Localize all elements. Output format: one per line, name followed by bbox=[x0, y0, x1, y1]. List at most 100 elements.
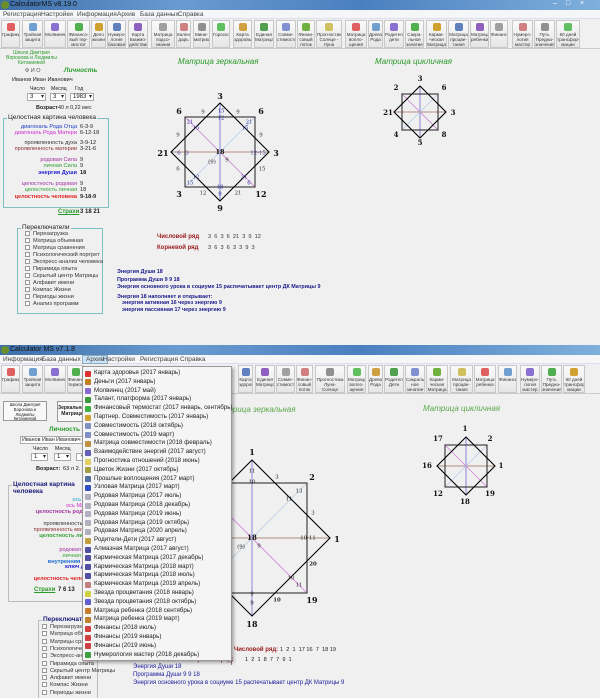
switch-checkbox[interactable]: Периоды жизни bbox=[25, 294, 74, 300]
archive-menu-item[interactable]: Матрица совместимости (2018 февраль) bbox=[83, 439, 231, 448]
menu-0[interactable]: Информация bbox=[3, 356, 43, 363]
menu-3[interactable]: Настройки bbox=[103, 356, 135, 363]
toolbar-button[interactable]: Молвинец bbox=[44, 20, 66, 48]
archive-menu-item[interactable]: Матрица ребенка (2018 сентябрь) bbox=[83, 607, 231, 616]
toolbar-button[interactable]: 60 дней трансфор-мации bbox=[556, 20, 580, 48]
toolbar-button[interactable]: Финан-совый поток bbox=[297, 20, 315, 48]
toolbar-button[interactable]: Финан-совый поток bbox=[296, 365, 313, 393]
switch-checkbox[interactable]: Скрытый центр Матрицы bbox=[42, 667, 115, 674]
switch-checkbox[interactable]: Периоды жизни bbox=[42, 689, 91, 696]
menu-0[interactable]: Регистрация bbox=[3, 11, 41, 18]
toolbar-button[interactable]: Гороскоп bbox=[212, 20, 230, 48]
switch-checkbox[interactable]: Скрытый центр Матрицы bbox=[25, 273, 98, 279]
toolbar-button[interactable]: Нумеро-логия базовая bbox=[107, 20, 126, 48]
archive-menu-item[interactable]: Звезда процветания (2018 январь) bbox=[83, 589, 231, 598]
switch-checkbox[interactable]: Пирамида опыта bbox=[42, 660, 94, 667]
checkbox-box[interactable] bbox=[42, 689, 47, 695]
switch-checkbox[interactable]: Матрицы сравнения bbox=[42, 638, 103, 645]
toolbar-button[interactable]: 60 дней трансфор-мации bbox=[563, 365, 585, 393]
archive-menu-item[interactable]: Взаимодействие энергий (2017 август) bbox=[83, 448, 231, 457]
mirror-matrix-button[interactable]: Зеркальная Матрица bbox=[57, 401, 87, 422]
day-select[interactable]: 3 bbox=[27, 93, 46, 101]
checkbox-box[interactable] bbox=[42, 631, 47, 637]
toolbar-button[interactable]: Матрица вопло-щения bbox=[347, 365, 366, 393]
toolbar-button[interactable]: Единая Матрица bbox=[254, 20, 274, 48]
archive-menu-item[interactable]: Узловая Матрица (2017 март) bbox=[83, 483, 231, 492]
archive-menu-item[interactable]: Цветок Жизни (2017 октябрь) bbox=[83, 466, 231, 475]
toolbar-button[interactable]: Матрица ребенка bbox=[470, 20, 489, 48]
archive-menu-item[interactable]: Талант, платформа (2017 январь) bbox=[83, 395, 231, 404]
menu-5[interactable]: Справка bbox=[180, 356, 206, 363]
toolbar-button[interactable]: Графики bbox=[1, 365, 20, 393]
archive-menu-item[interactable]: Совместимость (2018 октябрь) bbox=[83, 422, 231, 431]
toolbar-button[interactable]: Родители Дети bbox=[384, 365, 404, 393]
switch-checkbox[interactable]: Алфавит имени bbox=[42, 675, 91, 681]
toolbar-button[interactable]: Тройная защита bbox=[22, 365, 43, 393]
checkbox-box[interactable] bbox=[42, 667, 47, 673]
toolbar-button[interactable]: Финансы bbox=[490, 20, 508, 48]
checkbox-box[interactable] bbox=[25, 238, 30, 243]
toolbar-button[interactable]: Путь Предна-значения bbox=[534, 20, 555, 48]
toolbar-button[interactable]: Путь Предна-значения bbox=[541, 365, 562, 393]
toolbar-button[interactable]: Мини-матрицы bbox=[193, 20, 210, 48]
toolbar-button[interactable]: Матрица процве-тания bbox=[450, 365, 473, 393]
archive-menu-item[interactable]: Совместимость (2019 март) bbox=[83, 431, 231, 440]
toolbar-button[interactable]: Дело жизни bbox=[91, 20, 106, 48]
archive-menu-item[interactable]: Прошлые воплощения (2017 март) bbox=[83, 475, 231, 484]
checkbox-box[interactable] bbox=[25, 252, 30, 257]
toolbar-button[interactable]: Финансо-вый тер-мостат bbox=[67, 20, 90, 48]
checkbox-box[interactable] bbox=[42, 660, 47, 666]
archive-menu-item[interactable]: Алмазная Матрица (2017 август) bbox=[83, 545, 231, 554]
switch-checkbox[interactable]: Компас Жизни bbox=[25, 287, 71, 293]
month-select[interactable]: 1 bbox=[54, 453, 71, 461]
toolbar-button[interactable]: Древо Рода bbox=[368, 20, 383, 48]
toolbar-button[interactable]: Карта здоровья bbox=[233, 20, 252, 48]
checkbox-box[interactable] bbox=[25, 287, 30, 292]
switch-checkbox[interactable]: Компас Жизни bbox=[42, 682, 88, 688]
toolbar-button[interactable]: Родители дети bbox=[384, 20, 404, 48]
checkbox-box[interactable] bbox=[25, 231, 30, 236]
toolbar-button[interactable]: Матрица процве-тания bbox=[448, 20, 469, 48]
checkbox-box[interactable] bbox=[42, 645, 47, 651]
menu-3[interactable]: Архив bbox=[117, 11, 136, 18]
archive-menu-item[interactable]: Финансы (2019 январь) bbox=[83, 633, 231, 642]
switch-checkbox[interactable]: Матрица сравнения bbox=[25, 245, 85, 251]
checkbox-box[interactable] bbox=[25, 245, 30, 250]
archive-menu-item[interactable]: Партнер. Совместимость (2017 январь) bbox=[83, 413, 231, 422]
checkbox-box[interactable] bbox=[25, 266, 30, 271]
year-select[interactable]: 1983 bbox=[70, 93, 94, 101]
checkbox-box[interactable] bbox=[25, 273, 30, 278]
toolbar-button[interactable]: Графики bbox=[1, 20, 20, 48]
archive-menu-item[interactable]: Финансовый термостат (2017 январь, сентя… bbox=[83, 404, 233, 413]
toolbar-button[interactable]: Матрица подсо-знания bbox=[151, 20, 175, 48]
toolbar-button[interactable]: Нумеро-логия мастер bbox=[520, 365, 540, 393]
archive-menu-item[interactable]: Кармическая Матрица (2019 апрель) bbox=[83, 580, 231, 589]
close-button[interactable]: × bbox=[580, 0, 585, 7]
menu-2[interactable]: Архив bbox=[82, 355, 109, 364]
toolbar-button[interactable]: Древо Рода bbox=[368, 365, 383, 393]
archive-menu-item[interactable]: Финансы (2018 июль) bbox=[83, 624, 231, 633]
archive-menu-item[interactable]: Родовая Матрица (2020 апрель) bbox=[83, 527, 231, 536]
toolbar-button[interactable]: Тройная защита bbox=[22, 20, 43, 48]
checkbox-box[interactable] bbox=[25, 259, 30, 264]
archive-menu-item[interactable]: Родовая Матрица (2019 октябрь) bbox=[83, 519, 231, 528]
toolbar-button[interactable]: Сакра-льное зачатие bbox=[405, 20, 424, 48]
toolbar-button[interactable]: Карми-ческая Матрица bbox=[426, 365, 448, 393]
switch-checkbox[interactable]: Алфавит имени bbox=[25, 280, 74, 286]
day-select[interactable]: 1 bbox=[31, 453, 48, 461]
switch-checkbox[interactable]: Матрица объемная bbox=[42, 631, 100, 637]
archive-menu-item[interactable]: Деньги (2017 январь) bbox=[83, 378, 231, 387]
archive-menu-item[interactable]: Звезда процветания (2018 октябрь) bbox=[83, 598, 231, 607]
checkbox-box[interactable] bbox=[42, 653, 47, 659]
menu-1[interactable]: Настройки bbox=[41, 11, 73, 18]
toolbar-button[interactable]: Совме-стимость bbox=[276, 20, 296, 48]
toolbar-button[interactable]: Финансы bbox=[498, 365, 517, 393]
checkbox-box[interactable] bbox=[25, 301, 30, 306]
toolbar-button[interactable]: Карта взаимо-действия bbox=[128, 20, 148, 48]
toolbar-button[interactable]: Матрица ребенка bbox=[474, 365, 496, 393]
minimize-button[interactable]: – bbox=[553, 0, 557, 7]
archive-menu-item[interactable]: Родовая Матрица (2017 июль) bbox=[83, 492, 231, 501]
switch-checkbox[interactable]: Матрица объемная bbox=[25, 238, 83, 244]
switch-checkbox[interactable]: Перезагрузка bbox=[25, 231, 68, 237]
toolbar-button[interactable]: Карми-ческая Матрица bbox=[426, 20, 447, 48]
